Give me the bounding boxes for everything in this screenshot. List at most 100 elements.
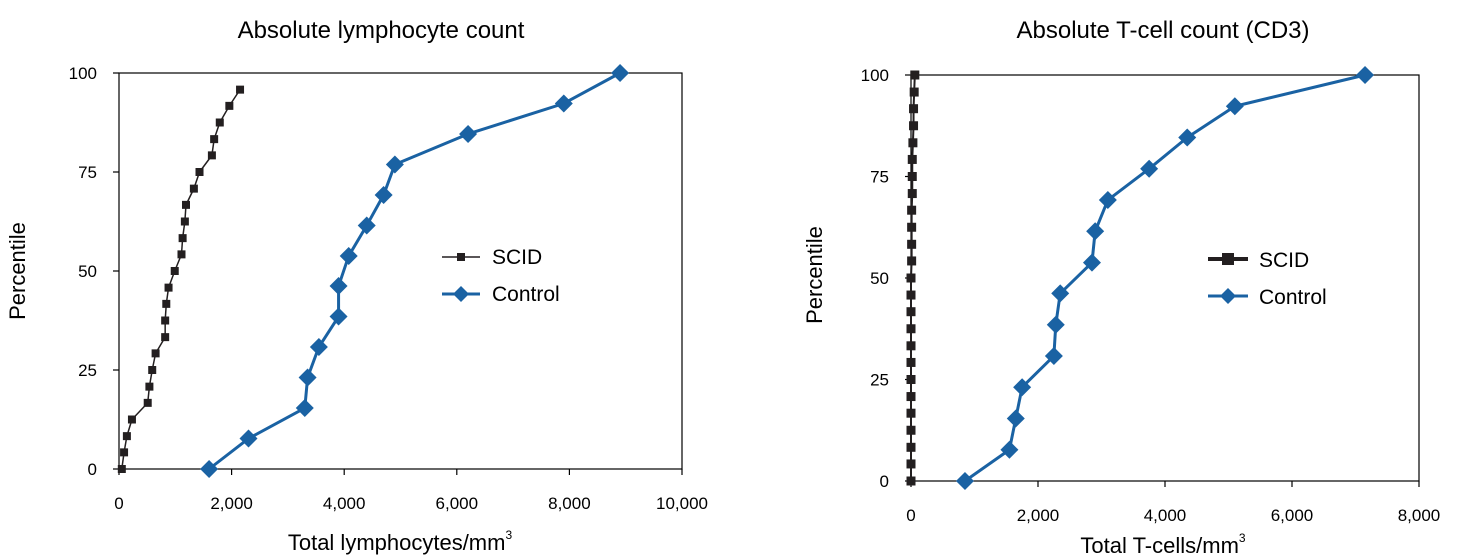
data-point [298, 368, 317, 387]
data-point [225, 101, 234, 110]
legend-control: Control [1208, 286, 1327, 309]
data-point [906, 442, 916, 452]
y-axis-ticks: 0 25 50 75 100 [69, 64, 119, 479]
data-point [1225, 97, 1244, 116]
data-point [215, 118, 224, 127]
y-tick-label: 100 [69, 64, 97, 83]
data-point [177, 250, 186, 259]
data-point [907, 222, 917, 232]
data-point [161, 333, 170, 342]
x-tick-label: 8,000 [1398, 506, 1441, 525]
data-point [339, 246, 358, 265]
data-point [459, 124, 478, 143]
data-point [906, 341, 916, 351]
x-tick-label: 10,000 [656, 494, 708, 513]
x-axis-label-superscript: 3 [1239, 531, 1246, 545]
series-control [955, 66, 1375, 490]
x-tick-label: 0 [114, 494, 123, 513]
legend-scid-marker [1222, 253, 1234, 265]
data-point [907, 205, 917, 215]
data-point [611, 64, 630, 82]
legend-control: Control [442, 283, 560, 306]
data-point [161, 316, 170, 325]
data-point [906, 408, 916, 418]
data-point [120, 448, 129, 457]
legend-scid-label: SCID [492, 246, 542, 269]
x-axis-ticks: 0 2,000 4,000 6,000 8,000 10,000 [114, 469, 708, 513]
data-point [908, 138, 918, 148]
data-point [164, 283, 173, 292]
legend: SCID Control [1208, 249, 1327, 309]
series-line [964, 73, 1366, 483]
chart-tcell: Absolute T-cell count (CD3) 0 25 50 75 100 0… [802, 17, 1440, 558]
data-point [170, 267, 179, 275]
legend: SCID Control [442, 246, 560, 306]
legend-control-marker [1220, 288, 1236, 304]
x-axis-ticks: 0 2,000 4,000 6,000 8,000 [906, 481, 1440, 525]
legend-control-label: Control [492, 283, 560, 306]
y-tick-label: 100 [861, 66, 889, 85]
data-point [910, 70, 920, 80]
data-point [907, 189, 917, 199]
data-point [1178, 128, 1197, 147]
series-scid [117, 85, 245, 473]
data-point [955, 472, 974, 490]
data-point [181, 200, 190, 209]
data-point [1046, 315, 1065, 334]
data-point [554, 94, 573, 113]
data-point [1098, 191, 1117, 210]
data-point [1140, 159, 1159, 178]
data-point [906, 459, 916, 469]
data-point [906, 392, 916, 402]
data-point [151, 349, 160, 358]
y-tick-label: 50 [870, 269, 889, 288]
x-axis-label-text: Total lymphocytes/mm [288, 530, 506, 555]
chart-title: Absolute lymphocyte count [238, 17, 525, 44]
series-scid [906, 70, 920, 486]
y-tick-label: 25 [78, 361, 97, 380]
data-point [906, 273, 916, 283]
chart-title: Absolute T-cell count (CD3) [1016, 17, 1309, 44]
x-tick-label: 2,000 [210, 494, 253, 513]
data-point [295, 399, 314, 418]
x-tick-label: 6,000 [436, 494, 479, 513]
series-control [200, 64, 630, 478]
legend-scid: SCID [442, 246, 542, 269]
data-point [357, 216, 376, 235]
data-point [210, 135, 219, 144]
legend-scid-label: SCID [1259, 249, 1309, 272]
x-axis-label-text: Total T-cells/mm [1080, 533, 1239, 558]
data-point [906, 375, 916, 384]
y-tick-label: 75 [870, 168, 889, 187]
data-point [178, 234, 187, 243]
data-point [1356, 66, 1375, 84]
x-tick-label: 6,000 [1271, 506, 1314, 525]
data-point [1051, 284, 1070, 303]
x-tick-label: 8,000 [548, 494, 591, 513]
data-point [189, 184, 198, 193]
y-axis-label: Percentile [5, 222, 30, 320]
data-point [145, 382, 154, 391]
x-axis-label: Total T-cells/mm3 [1080, 531, 1246, 558]
data-point [1013, 378, 1032, 397]
data-point [906, 425, 916, 435]
data-point [374, 185, 393, 204]
data-point [1082, 253, 1101, 272]
data-point [127, 415, 136, 424]
x-axis-label: Total lymphocytes/mm3 [288, 528, 513, 555]
data-point [906, 290, 916, 300]
data-point [906, 476, 916, 486]
plot-frame [910, 74, 1420, 482]
y-tick-label: 0 [880, 472, 889, 491]
data-point [909, 121, 919, 131]
x-tick-label: 4,000 [1144, 506, 1187, 525]
data-point [907, 239, 917, 249]
x-axis-label-superscript: 3 [505, 528, 512, 542]
y-axis-label: Percentile [802, 226, 827, 324]
data-point [909, 104, 919, 114]
data-point [117, 465, 126, 473]
y-tick-label: 50 [78, 262, 97, 281]
x-tick-label: 4,000 [323, 494, 366, 513]
data-point [906, 307, 916, 317]
